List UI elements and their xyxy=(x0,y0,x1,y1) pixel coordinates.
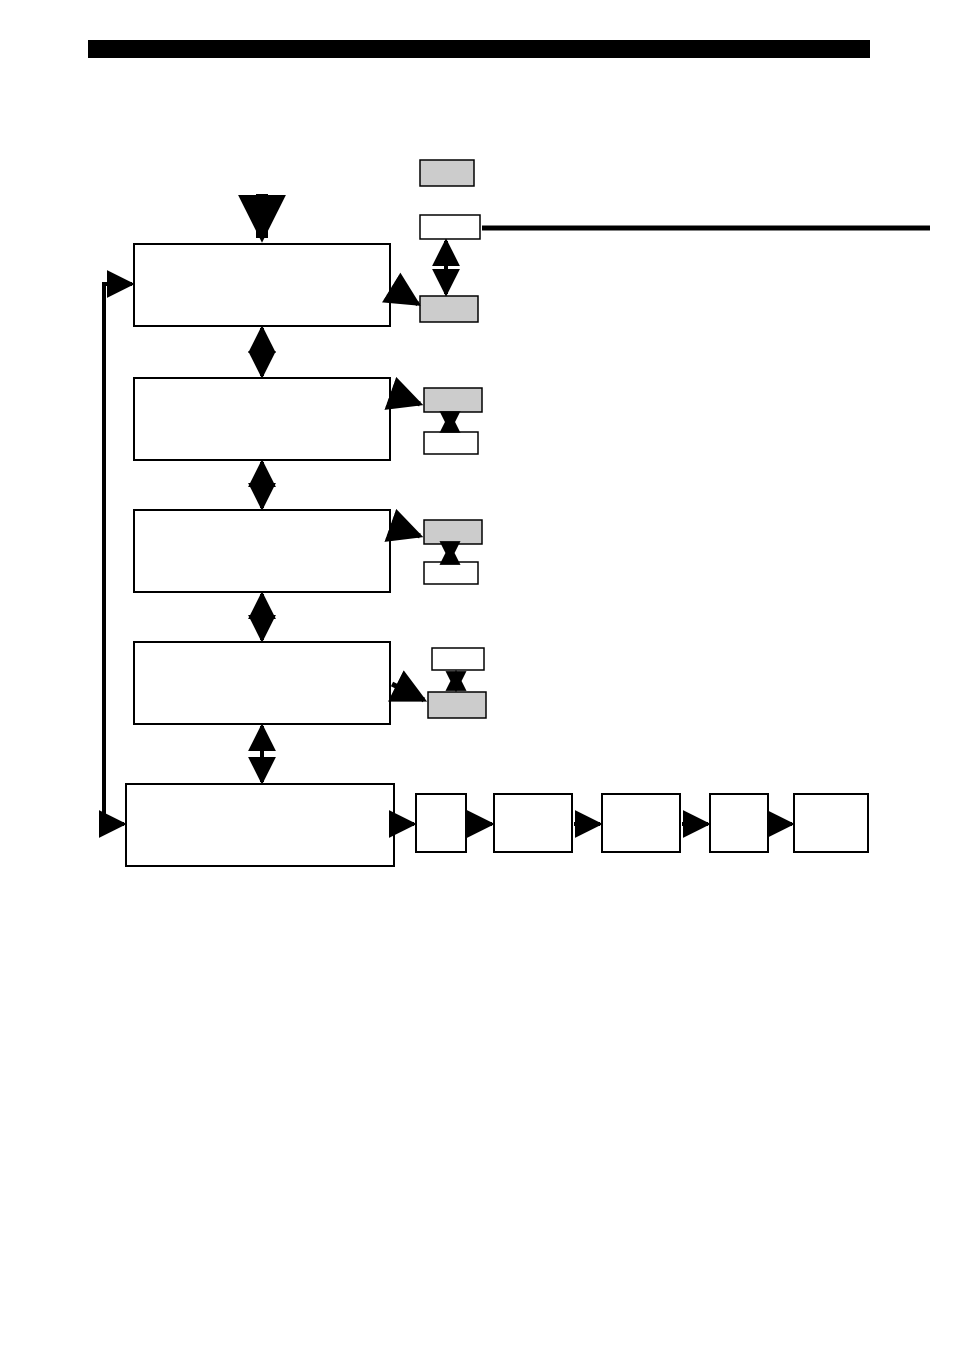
side-b3-gray xyxy=(424,520,482,544)
header-bar xyxy=(88,40,870,58)
side-small-boxes xyxy=(420,160,486,718)
row-r3 xyxy=(602,794,680,852)
flow-diagram xyxy=(0,0,954,1345)
connector-feedback-loop xyxy=(104,284,132,824)
main-box-3 xyxy=(134,510,390,592)
side-top-white xyxy=(420,215,480,239)
side-b1-gray xyxy=(420,296,478,322)
arrow-sa-b1s xyxy=(392,288,418,304)
row-r2 xyxy=(494,794,572,852)
side-b4-white xyxy=(432,648,484,670)
main-box-2 xyxy=(134,378,390,460)
side-b3-white xyxy=(424,562,478,584)
row-r4 xyxy=(710,794,768,852)
side-b2-gray xyxy=(424,388,482,412)
side-b4-gray xyxy=(428,692,486,718)
side-top-gray xyxy=(420,160,474,186)
arrow-sa-b2s xyxy=(392,394,420,404)
arrow-sa-b4s xyxy=(392,684,424,700)
side-b2-white xyxy=(424,432,478,454)
main-box-5 xyxy=(126,784,394,866)
header-bar-group xyxy=(88,40,870,58)
row-r5 xyxy=(794,794,868,852)
row-r1 xyxy=(416,794,466,852)
main-box-1 xyxy=(134,244,390,326)
main-box-4 xyxy=(134,642,390,724)
arrow-sa-b3s xyxy=(392,526,420,536)
